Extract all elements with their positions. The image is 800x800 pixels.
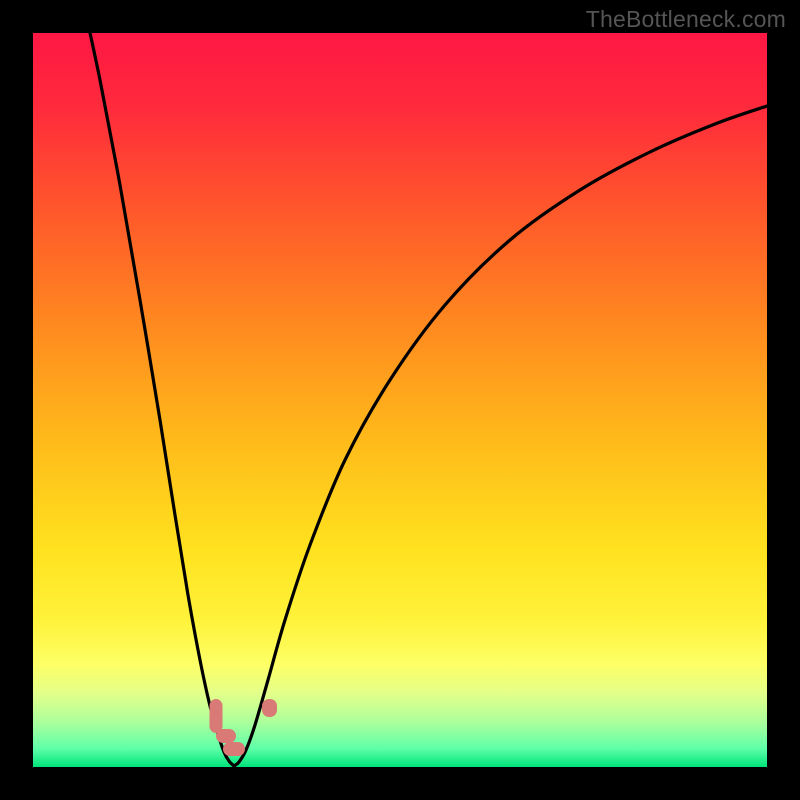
marker-cell (262, 699, 277, 717)
watermark-text: TheBottleneck.com (586, 6, 786, 33)
plot-background (33, 33, 767, 767)
chart-svg (0, 0, 800, 800)
marker-cell (210, 699, 223, 733)
marker-cell (216, 729, 236, 743)
marker-secondary-dot (262, 699, 277, 717)
chart-root: TheBottleneck.com (0, 0, 800, 800)
marker-cell (223, 742, 245, 756)
